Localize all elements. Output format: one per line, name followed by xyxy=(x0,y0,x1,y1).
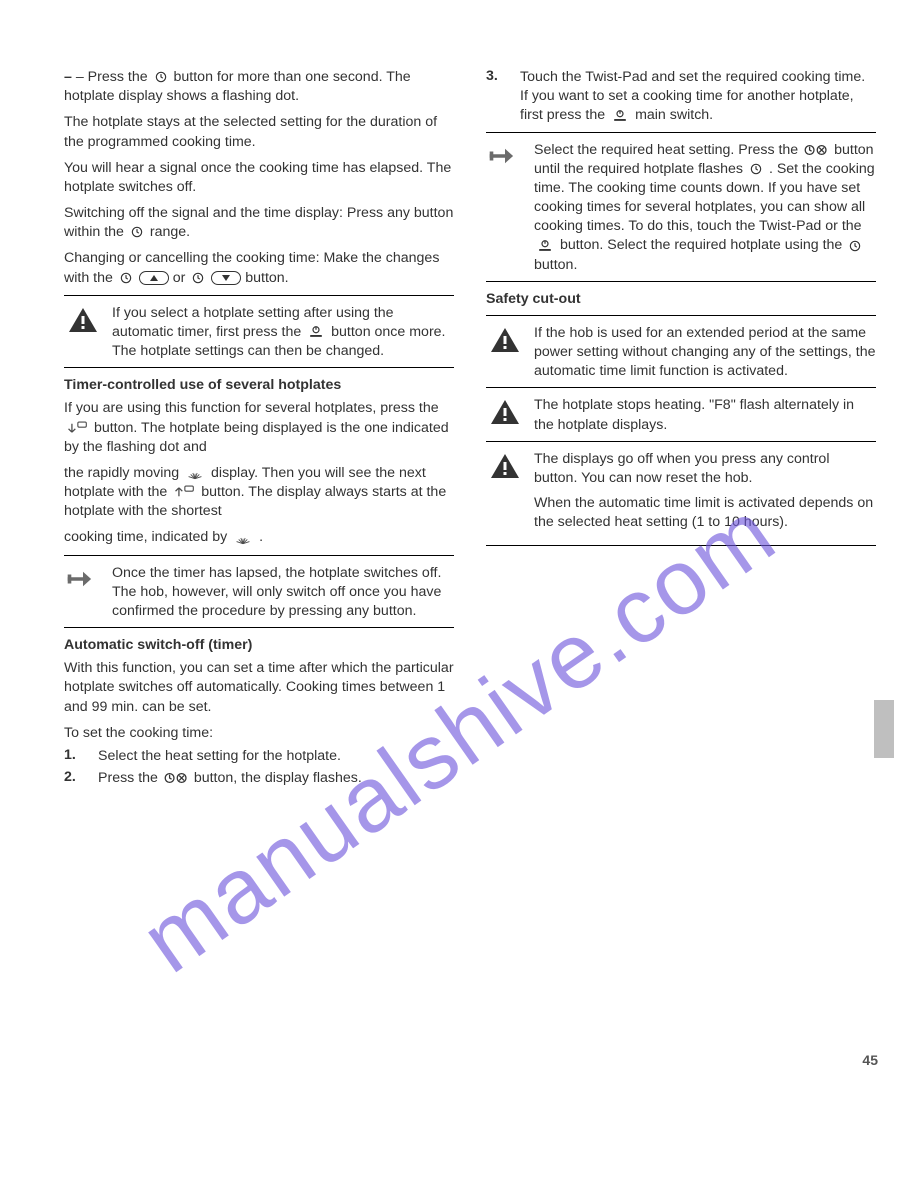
multi-p1-suffix: button. The hotplate being displayed is … xyxy=(64,420,449,455)
clock-icon xyxy=(749,162,763,176)
multi-p2-prefix: the rapidly moving xyxy=(64,465,183,481)
warning-callout-1: If you select a hotplate setting after u… xyxy=(64,304,454,362)
step2-suffix: button, the display flashes. xyxy=(194,770,362,786)
clock-x-icon xyxy=(804,143,828,157)
divider xyxy=(64,627,454,628)
page-number: 45 xyxy=(862,1052,878,1068)
note-callout-1: Once the timer has lapsed, the hotplate … xyxy=(64,564,454,622)
multi-p2: the rapidly moving display. Then you wil… xyxy=(64,464,454,522)
warning-icon xyxy=(486,396,524,434)
divider xyxy=(486,387,876,388)
note2-suffix: button. xyxy=(534,257,577,273)
divider xyxy=(486,132,876,133)
page-side-tab xyxy=(874,700,894,758)
warning4-p2: When the automatic time limit is activat… xyxy=(534,494,876,532)
left-top-p5: Changing or cancelling the cooking time:… xyxy=(64,249,454,287)
warning3-body: The hotplate stops heating. "F8" flash a… xyxy=(534,396,876,434)
divider xyxy=(486,545,876,546)
note2-prefix: flashes xyxy=(698,161,747,177)
warning-icon xyxy=(64,304,102,362)
multi-p3: cooking time, indicated by . xyxy=(64,528,454,547)
multi-p1-prefix: If you are using this function for sever… xyxy=(64,400,439,416)
clock-x-icon xyxy=(164,771,188,785)
note2-mid2: button. Select the required hotplate usi… xyxy=(560,237,846,253)
multi-p1: If you are using this function for sever… xyxy=(64,399,454,457)
multi-hotplates-title: Timer-controlled use of several hotplate… xyxy=(64,376,454,395)
warning-callout-2: If the hob is used for an extended perio… xyxy=(486,324,876,382)
left-top-p4-suffix: range. xyxy=(150,224,190,240)
warning-icon xyxy=(486,324,524,382)
left-top-p1: – – Press the button for more than one s… xyxy=(64,68,454,106)
step-3: 3. Touch the Twist-Pad and set the requi… xyxy=(486,68,876,126)
down-button-icon xyxy=(211,271,241,285)
step1-text: Select the heat setting for the hotplate… xyxy=(98,747,341,766)
left-top-p1-prefix: – Press the xyxy=(76,69,152,85)
auto-switchoff-p1: With this function, you can set a time a… xyxy=(64,659,454,717)
hand-icon xyxy=(64,564,102,622)
multi-p3-prefix: cooking time, indicated by xyxy=(64,529,231,545)
divider xyxy=(486,441,876,442)
clock-icon xyxy=(154,70,168,84)
auto-switchoff-title: Automatic switch-off (timer) xyxy=(64,636,454,655)
warning-callout-3: The hotplate stops heating. "F8" flash a… xyxy=(486,396,876,434)
power-icon xyxy=(536,239,554,253)
left-top-p3: You will hear a signal once the cooking … xyxy=(64,159,454,197)
divider xyxy=(64,295,454,296)
divider xyxy=(486,315,876,316)
warning-callout-4: The displays go off when you press any c… xyxy=(486,450,876,540)
warning2-body: If the hob is used for an extended perio… xyxy=(534,324,876,382)
step3-suffix: main switch. xyxy=(635,107,713,123)
fan-icon xyxy=(233,530,253,546)
pointer-rect-icon xyxy=(66,420,88,436)
left-top-p5-suffix: button. xyxy=(245,270,288,286)
note-callout-2: Select the required heat setting. Press … xyxy=(486,141,876,275)
divider xyxy=(64,555,454,556)
warning4-body: The displays go off when you press any c… xyxy=(534,451,829,486)
left-top-p4-prefix: Switching off the signal and the time di… xyxy=(64,205,453,240)
safety-title: Safety cut-out xyxy=(486,290,876,309)
step3-num: 3. xyxy=(486,68,512,84)
left-top-p4: Switching off the signal and the time di… xyxy=(64,204,454,242)
warning-icon xyxy=(486,450,524,540)
right-top-p2-prefix: Select the required heat setting. Press … xyxy=(534,142,802,158)
left-top-p5-mid: or xyxy=(173,270,190,286)
left-top-p2: The hotplate stays at the selected setti… xyxy=(64,113,454,151)
clock-icon xyxy=(848,239,862,253)
note1-body: Once the timer has lapsed, the hotplate … xyxy=(112,564,454,622)
power-icon xyxy=(611,109,629,123)
clock-icon xyxy=(191,271,205,285)
multi-p3-suffix: . xyxy=(259,529,263,545)
step-2: 2. Press the button, the display flashes… xyxy=(64,769,454,788)
auto-switchoff-sub: To set the cooking time: xyxy=(64,724,454,743)
step1-num: 1. xyxy=(64,747,90,763)
step-1: 1. Select the heat setting for the hotpl… xyxy=(64,747,454,766)
pointer-rect-icon xyxy=(173,484,195,500)
fan-icon xyxy=(185,465,205,481)
step2-prefix: Press the xyxy=(98,770,162,786)
clock-icon xyxy=(119,271,133,285)
divider xyxy=(486,281,876,282)
clock-icon xyxy=(130,225,144,239)
power-icon xyxy=(307,325,325,339)
step2-num: 2. xyxy=(64,769,90,785)
divider xyxy=(64,367,454,368)
hand-icon xyxy=(486,141,524,275)
up-button-icon xyxy=(139,271,169,285)
